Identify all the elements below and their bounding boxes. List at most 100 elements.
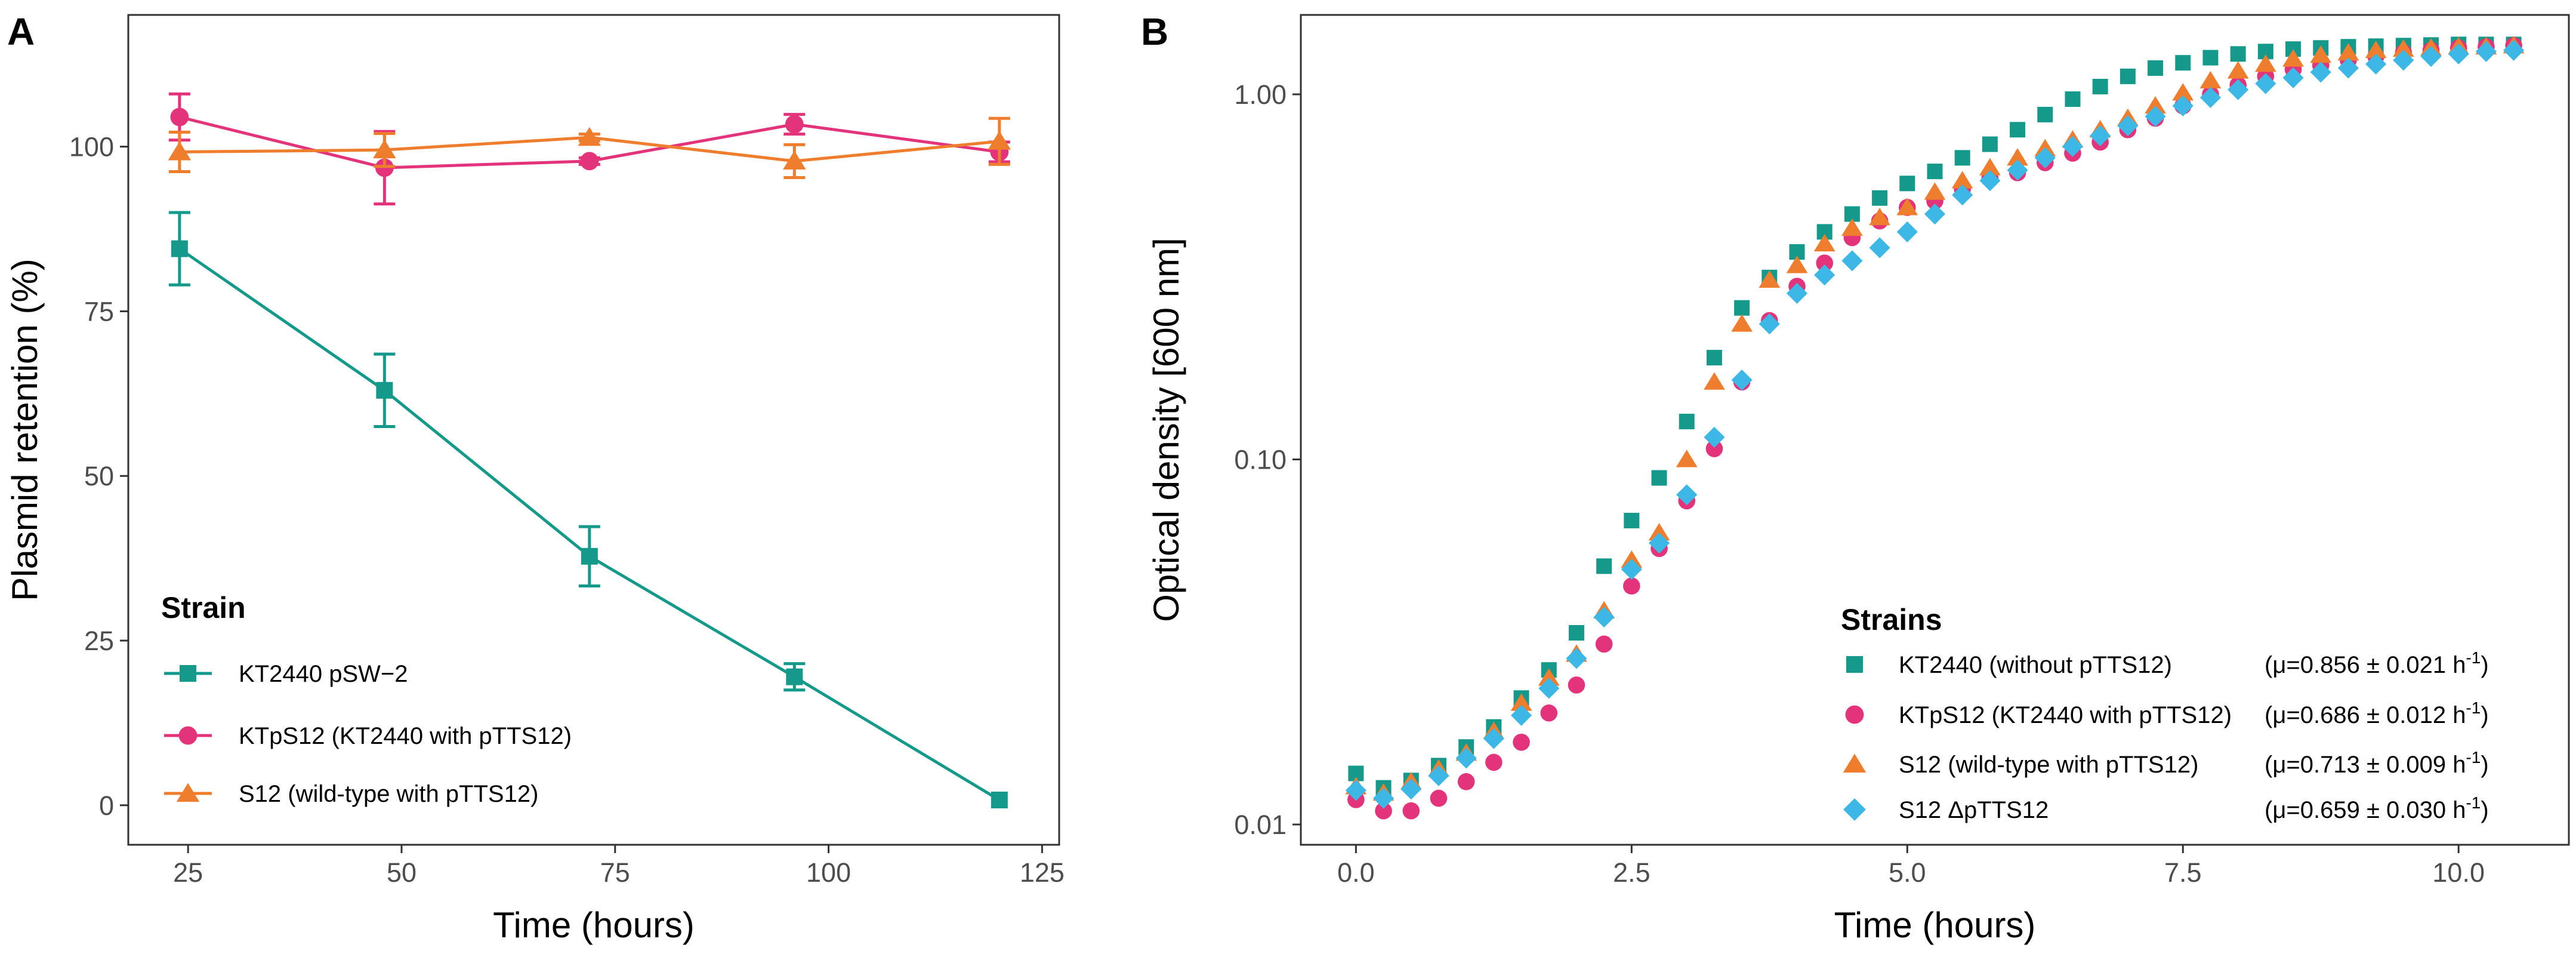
data-point: [1596, 558, 1612, 574]
data-point: [1648, 533, 1670, 554]
data-point: [2254, 54, 2276, 72]
data-point: [1814, 264, 1835, 286]
panel-a-letter: A: [7, 10, 35, 53]
data-point: [1621, 559, 1642, 580]
series-3: [1345, 36, 2525, 801]
data-point: [2037, 106, 2053, 122]
data-point: [1786, 282, 1808, 304]
data-point: [376, 381, 393, 399]
x-tick-label: 5.0: [1889, 857, 1926, 888]
panel-a-plot-frame: [127, 14, 1060, 846]
y-tick-label: 25: [84, 626, 114, 656]
series-4: [1345, 39, 2525, 809]
legend-label: KT2440 pSW−2: [239, 661, 408, 687]
data-point: [1485, 753, 1503, 771]
y-tick-label: 0.01: [1234, 810, 1287, 840]
data-point: [2337, 57, 2359, 79]
data-point: [1624, 512, 1640, 528]
data-point: [1513, 733, 1530, 751]
x-axis-title: Time (hours): [493, 905, 695, 945]
data-point: [783, 150, 806, 170]
data-point: [2310, 61, 2331, 83]
data-point: [1402, 802, 1420, 820]
data-point: [1568, 676, 1585, 694]
data-point: [1869, 207, 1890, 226]
y-tick-label: 100: [69, 132, 114, 162]
data-point: [1954, 150, 1970, 166]
data-point: [1648, 522, 1670, 541]
series-3: [168, 116, 1011, 179]
data-point: [171, 240, 188, 257]
data-point: [1869, 237, 1890, 259]
data-point: [1511, 704, 1532, 726]
panel-b-growth-chart: B 0.01 0.10 1.00 0.0 2.5 5.0 7.5 10.0 Time (hours…: [1141, 10, 2570, 945]
legend-title: Strain: [161, 591, 246, 624]
data-point: [2393, 50, 2414, 71]
data-point: [1952, 184, 1973, 206]
x-tick-label: 100: [806, 857, 851, 888]
x-tick-label: 10.0: [2432, 857, 2485, 888]
data-point: [373, 139, 396, 159]
data-point: [1373, 787, 1395, 809]
data-point: [2282, 67, 2304, 88]
data-point: [1982, 136, 1998, 152]
legend-item: KTpS12 (KT2440 with pTTS12): [164, 723, 572, 749]
rate-close: ): [2481, 702, 2488, 728]
data-point: [1872, 190, 1888, 206]
data-point: [1455, 747, 1477, 769]
data-point: [786, 668, 803, 685]
panel-a-retention-chart: A 0 25 50 75 100 25 50 75 100 125 Time (hours) Plasm…: [5, 10, 1065, 945]
data-point: [1731, 369, 1753, 391]
data-point: [2148, 60, 2164, 76]
data-point: [578, 127, 601, 146]
data-point: [2007, 148, 2028, 166]
data-point: [785, 115, 804, 134]
legend-item: S12 (wild-type with pTTS12): [164, 781, 538, 807]
legend-item: KTpS12 (KT2440 with pTTS12) (μ=0.686 ± 0.…: [1845, 698, 2489, 728]
data-point: [2175, 55, 2191, 71]
data-point: [1568, 624, 1584, 641]
data-point: [2172, 95, 2194, 116]
data-point: [1951, 171, 1973, 189]
data-point: [1899, 176, 1915, 192]
series-2: [168, 92, 1010, 206]
data-point: [1676, 484, 1698, 506]
series-1: [1348, 36, 2522, 796]
data-point: [2092, 79, 2108, 95]
data-point: [2090, 125, 2111, 146]
data-point: [1538, 668, 1560, 686]
data-point: [1510, 693, 1532, 711]
data-point: [2120, 68, 2136, 84]
data-point: [1566, 648, 1587, 669]
x-tick-label: 2.5: [1613, 857, 1651, 888]
data-point: [1704, 426, 1725, 448]
data-point: [2448, 43, 2469, 64]
x-tick-label: 7.5: [2164, 857, 2202, 888]
legend-label: S12 (wild-type with pTTS12): [239, 781, 538, 807]
data-point: [1540, 704, 1558, 722]
data-point: [1430, 789, 1448, 807]
data-point: [2228, 79, 2249, 100]
data-point: [1816, 254, 1834, 272]
data-point: [2034, 147, 2056, 168]
x-tick-label: 50: [387, 857, 417, 888]
legend-rate: (μ=0.686 ± 0.012 h-1): [2265, 698, 2489, 728]
data-point: [2227, 61, 2249, 79]
data-point: [2503, 39, 2525, 61]
data-point: [988, 131, 1011, 150]
legend-label: S12 ΔpTTS12: [1899, 797, 2049, 823]
series-line: [178, 247, 1001, 802]
data-point: [2145, 96, 2166, 114]
data-point: [2475, 41, 2497, 62]
data-point: [1759, 270, 1781, 288]
data-point: [2172, 83, 2194, 101]
y-tick-label: 0.10: [1234, 445, 1287, 475]
data-point: [991, 791, 1008, 808]
y-tick-label: 50: [84, 461, 114, 491]
legend-marker: [180, 665, 196, 682]
data-point: [1651, 470, 1667, 486]
data-point: [2199, 87, 2222, 108]
x-tick-label: 75: [600, 857, 630, 888]
data-point: [1813, 233, 1835, 252]
data-point: [1706, 350, 1722, 366]
